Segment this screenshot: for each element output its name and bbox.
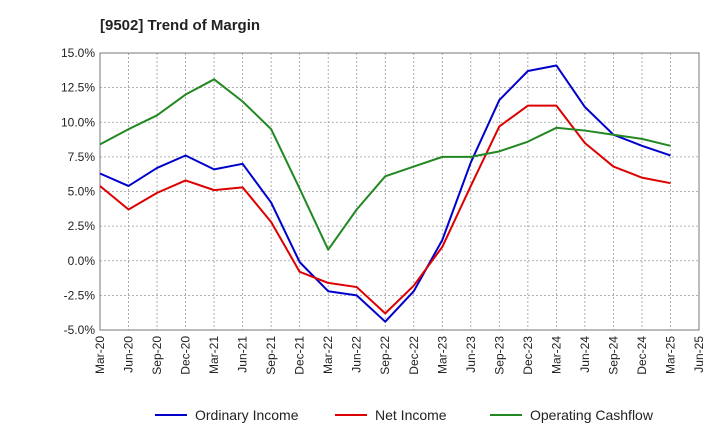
series-line-operating-cashflow bbox=[99, 78, 671, 251]
x-tick-label: Dec-20 bbox=[179, 336, 193, 375]
x-tick-label: Mar-25 bbox=[663, 336, 677, 374]
y-tick-label: 5.0% bbox=[68, 185, 96, 199]
x-tick-label: Jun-24 bbox=[578, 336, 592, 373]
x-tick-label: Jun-25 bbox=[692, 336, 706, 373]
y-tick-label: -2.5% bbox=[64, 288, 96, 302]
y-axis-ticks: -5.0% -2.5% 0.0% 2.5% 5.0% 7.5% 10.0% 12.5% 15.0… bbox=[61, 46, 95, 337]
legend-label: Ordinary Income bbox=[195, 407, 299, 423]
grid-lines bbox=[100, 53, 699, 330]
x-tick-label: Mar-24 bbox=[549, 336, 563, 374]
x-tick-label: Sep-22 bbox=[378, 336, 392, 375]
x-tick-label: Jun-21 bbox=[236, 336, 250, 373]
plot-area-border bbox=[99, 52, 700, 331]
legend-label: Operating Cashflow bbox=[530, 407, 654, 423]
y-tick-label: 2.5% bbox=[68, 219, 96, 233]
y-tick-label: -5.0% bbox=[64, 323, 96, 337]
y-tick-label: 12.5% bbox=[61, 81, 95, 95]
x-tick-label: Sep-24 bbox=[606, 336, 620, 375]
y-tick-label: 15.0% bbox=[61, 46, 95, 60]
legend-label: Net Income bbox=[375, 407, 447, 423]
x-tick-label: Mar-21 bbox=[207, 336, 221, 374]
x-tick-label: Mar-22 bbox=[321, 336, 335, 374]
x-tick-label: Sep-20 bbox=[150, 336, 164, 375]
y-tick-label: 10.0% bbox=[61, 115, 95, 129]
series-line-ordinary-income bbox=[99, 64, 671, 323]
x-tick-label: Dec-24 bbox=[635, 336, 649, 375]
x-tick-label: Dec-22 bbox=[407, 336, 421, 375]
y-tick-label: 0.0% bbox=[68, 254, 96, 268]
x-tick-label: Jun-22 bbox=[350, 336, 364, 373]
x-tick-label: Mar-23 bbox=[435, 336, 449, 374]
legend: Ordinary Income Net Income Operating Cashf… bbox=[155, 407, 654, 423]
x-tick-label: Jun-20 bbox=[122, 336, 136, 373]
x-tick-label: Dec-23 bbox=[521, 336, 535, 375]
x-tick-label: Sep-23 bbox=[492, 336, 506, 375]
x-axis-ticks: Mar-20 Jun-20 Sep-20 Dec-20 Mar-21 Jun-21 Sep-… bbox=[93, 336, 706, 375]
series-lines bbox=[99, 64, 671, 323]
chart-title: [9502] Trend of Margin bbox=[100, 17, 260, 34]
x-tick-label: Mar-20 bbox=[93, 336, 107, 374]
x-tick-label: Jun-23 bbox=[464, 336, 478, 373]
x-tick-label: Sep-21 bbox=[264, 336, 278, 375]
x-tick-label: Dec-21 bbox=[293, 336, 307, 375]
y-tick-label: 7.5% bbox=[68, 150, 96, 164]
